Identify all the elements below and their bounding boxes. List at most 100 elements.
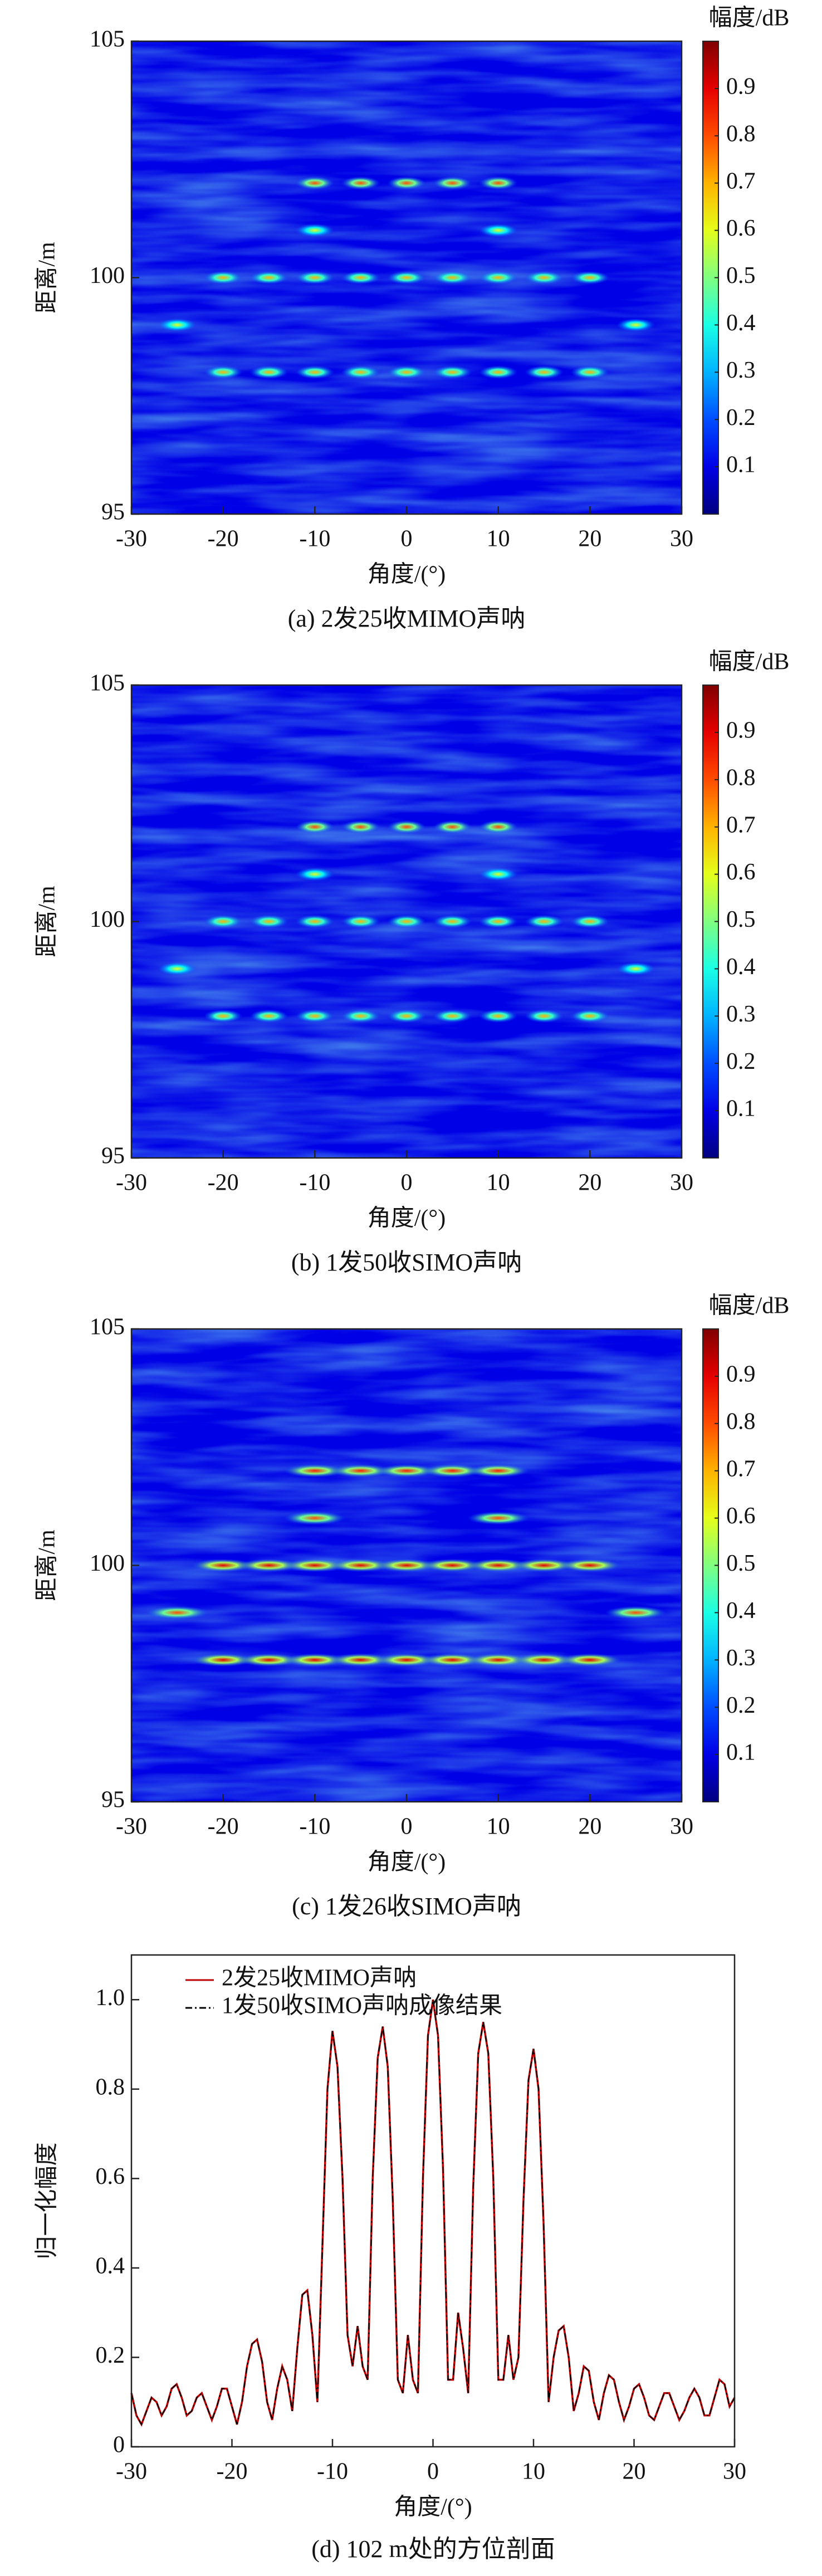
- x-tick-label: 10: [487, 1814, 510, 1840]
- spot: [433, 271, 472, 285]
- x-tick-label: -20: [217, 2459, 248, 2485]
- x-tick-label: 30: [670, 1170, 693, 1196]
- spot: [479, 176, 518, 190]
- spot: [341, 176, 380, 190]
- spot: [295, 867, 334, 881]
- y-tick-label: 0.6: [96, 2164, 125, 2189]
- y-tick-label: 100: [90, 907, 125, 932]
- spot: [387, 1009, 426, 1023]
- spot: [421, 1558, 484, 1572]
- spot: [467, 1653, 530, 1667]
- x-tick-label: 10: [487, 1170, 510, 1196]
- x-tick-label: 10: [522, 2459, 545, 2485]
- colorbar-tick-label: 0.9: [726, 74, 756, 100]
- spot: [616, 962, 655, 976]
- x-tick-label: 30: [723, 2459, 746, 2485]
- spot: [249, 1009, 288, 1023]
- spot: [479, 365, 518, 379]
- spot: [525, 365, 564, 379]
- x-tick-label: 0: [401, 1814, 413, 1840]
- x-axis-label: 角度/(°): [394, 2495, 472, 2520]
- spot: [513, 1653, 575, 1667]
- colorbar-tick-label: 0.3: [726, 1001, 756, 1027]
- spot: [341, 820, 380, 834]
- colorbar-tick-label: 0.2: [726, 1049, 756, 1074]
- spot: [570, 271, 609, 285]
- spot: [295, 365, 334, 379]
- spot: [341, 1009, 380, 1023]
- colorbar-tick-label: 0.1: [726, 452, 756, 478]
- spot: [513, 1558, 575, 1572]
- colorbar-tick-label: 0.1: [726, 1740, 756, 1766]
- spot: [238, 1653, 300, 1667]
- spot: [433, 1009, 472, 1023]
- spot: [559, 1558, 622, 1572]
- spot: [249, 271, 288, 285]
- y-axis-label: 归一化幅度: [35, 2142, 60, 2259]
- colorbar-tick-label: 0.6: [726, 859, 756, 885]
- y-tick-label: 95: [101, 1143, 125, 1169]
- spots: [158, 176, 655, 379]
- colorbar-tick-label: 0.9: [726, 1362, 756, 1387]
- colorbar-tick-label: 0.2: [726, 405, 756, 431]
- spot: [204, 365, 243, 379]
- caption: (d) 102 m处的方位剖面: [311, 2535, 555, 2563]
- colorbar-tick-label: 0.1: [726, 1096, 756, 1122]
- spot: [433, 365, 472, 379]
- spot: [283, 1653, 346, 1667]
- spot: [295, 1009, 334, 1023]
- x-axis-label: 角度/(°): [368, 562, 446, 588]
- x-tick-label: -30: [116, 1170, 147, 1196]
- colorbar-label: 幅度/dB: [709, 1293, 790, 1319]
- y-tick-label: 105: [90, 27, 125, 52]
- x-tick-label: 0: [401, 1170, 413, 1196]
- y-tick-label: 105: [90, 671, 125, 696]
- spot: [192, 1558, 255, 1572]
- spot: [375, 1464, 438, 1478]
- colorbar-tick-label: 0.4: [726, 1598, 756, 1624]
- spot: [433, 176, 472, 190]
- colorbar-tick-label: 0.9: [726, 718, 756, 744]
- plot-frame: [130, 1954, 736, 2448]
- spot: [479, 867, 518, 881]
- spot: [479, 915, 518, 928]
- colorbar: [702, 1328, 719, 1802]
- spot: [479, 1009, 518, 1023]
- spot: [479, 271, 518, 285]
- colorbar-tick-label: 0.7: [726, 1456, 756, 1482]
- spot: [570, 365, 609, 379]
- spot: [158, 318, 197, 332]
- caption: (c) 1发26收SIMO声呐: [292, 1893, 521, 1920]
- colorbar-tick-label: 0.5: [726, 263, 756, 289]
- spot: [146, 1606, 209, 1620]
- y-tick-label: 95: [101, 500, 125, 525]
- y-tick-label: 0.4: [96, 2254, 125, 2279]
- y-tick-label: 0.2: [96, 2343, 125, 2368]
- colorbar-tick-label: 0.4: [726, 954, 756, 980]
- spot: [283, 1511, 346, 1525]
- spot: [525, 271, 564, 285]
- colorbar-tick-label: 0.7: [726, 812, 756, 838]
- spots: [146, 1464, 667, 1667]
- spot: [329, 1558, 392, 1572]
- x-tick-label: -10: [299, 1170, 330, 1196]
- y-tick-label: 105: [90, 1314, 125, 1340]
- colorbar-tick-label: 0.7: [726, 168, 756, 194]
- x-tick-label: -30: [116, 2459, 147, 2485]
- spot: [570, 915, 609, 928]
- spot: [387, 176, 426, 190]
- caption: (a) 2发25收MIMO声呐: [288, 605, 526, 632]
- spot: [433, 820, 472, 834]
- x-tick-label: 20: [578, 1814, 601, 1840]
- spot: [249, 915, 288, 928]
- x-tick-label: 20: [578, 526, 601, 552]
- spot: [375, 1653, 438, 1667]
- spot: [467, 1511, 530, 1525]
- colorbar-tick-label: 0.8: [726, 1409, 756, 1434]
- y-tick-label: 95: [101, 1787, 125, 1813]
- spot: [295, 176, 334, 190]
- legend-label: 2发25收MIMO声呐: [222, 1966, 417, 1991]
- spot: [295, 271, 334, 285]
- x-tick-label: 20: [578, 1170, 601, 1196]
